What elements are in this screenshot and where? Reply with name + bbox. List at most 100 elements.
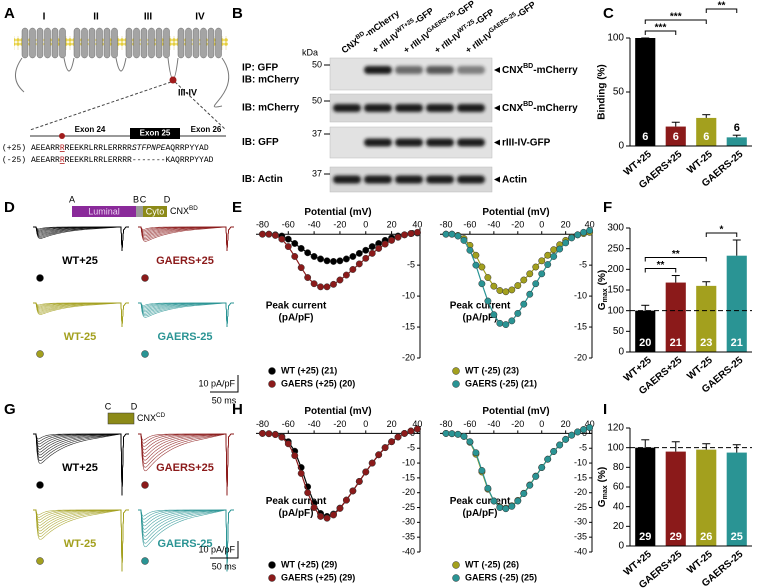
helix bbox=[96, 27, 103, 59]
y-tick-label: 60 bbox=[613, 482, 625, 493]
y-tick-label: -10 bbox=[574, 290, 587, 300]
data-point bbox=[336, 276, 344, 284]
data-point bbox=[317, 512, 325, 520]
y-axis-title: Gmax (%) bbox=[597, 467, 610, 507]
data-point bbox=[484, 274, 492, 281]
current-trace bbox=[33, 226, 129, 251]
band bbox=[395, 175, 423, 184]
x-axis-title: Potential (mV) bbox=[482, 207, 549, 218]
panel-label: I bbox=[603, 401, 607, 418]
current-trace bbox=[33, 433, 129, 496]
data-point bbox=[460, 432, 468, 440]
trace-marker bbox=[36, 557, 44, 565]
data-point bbox=[556, 245, 564, 253]
scale-bar bbox=[210, 541, 239, 559]
data-point bbox=[375, 244, 383, 252]
bar bbox=[665, 126, 686, 146]
helix bbox=[200, 27, 207, 59]
current-trace bbox=[33, 433, 129, 496]
data-point bbox=[317, 283, 325, 291]
y-tick-label: 0 bbox=[618, 141, 624, 152]
x-tick-label: -20 bbox=[511, 419, 524, 429]
y-tick-label: -30 bbox=[402, 517, 415, 527]
bar bbox=[635, 310, 656, 352]
current-trace bbox=[138, 302, 234, 327]
current-trace bbox=[138, 509, 234, 572]
data-point bbox=[284, 235, 292, 243]
band bbox=[333, 175, 361, 184]
data-point bbox=[442, 230, 450, 238]
c-terminus bbox=[213, 57, 230, 108]
data-point bbox=[323, 514, 331, 522]
helix bbox=[59, 27, 66, 59]
significance-label: *** bbox=[655, 23, 667, 34]
data-point bbox=[544, 251, 552, 259]
x-tick-label: 40 bbox=[412, 220, 422, 230]
band-label: rIII-IV-GFP bbox=[502, 137, 551, 148]
x-tick-label: 20 bbox=[561, 419, 571, 429]
panel-label: H bbox=[232, 401, 243, 418]
sequence-part: KAQRRPYYAD bbox=[165, 156, 213, 165]
y-tick-label: -20 bbox=[574, 487, 587, 497]
y-tick-label: -15 bbox=[574, 321, 587, 331]
significance-bracket bbox=[705, 8, 738, 13]
current-trace bbox=[33, 302, 129, 327]
significance-bracket bbox=[644, 257, 707, 262]
current-trace bbox=[33, 433, 129, 496]
panel-label: B bbox=[232, 5, 243, 22]
current-trace bbox=[33, 509, 129, 572]
current-trace bbox=[33, 302, 129, 327]
y-axis-title-part: (%) bbox=[597, 467, 608, 483]
data-point bbox=[538, 257, 546, 265]
x-tick-label: 0 bbox=[539, 419, 544, 429]
y-tick-label: -40 bbox=[402, 546, 415, 556]
x-tick-label: -80 bbox=[439, 220, 452, 230]
data-point bbox=[271, 431, 279, 439]
significance-bracket bbox=[705, 232, 738, 237]
data-point bbox=[342, 271, 350, 279]
data-point bbox=[550, 253, 558, 260]
data-point bbox=[330, 511, 337, 519]
y-axis-title: Peak current bbox=[266, 496, 327, 507]
band bbox=[457, 104, 485, 112]
current-trace bbox=[138, 302, 234, 327]
data-point bbox=[323, 257, 331, 265]
y-axis-title: (pA/pF) bbox=[463, 313, 498, 324]
x-tick-label: -40 bbox=[487, 220, 500, 230]
y-axis-title: (pA/pF) bbox=[279, 313, 314, 324]
bar bbox=[696, 449, 717, 546]
loop bbox=[63, 57, 75, 72]
band bbox=[364, 175, 392, 184]
trace-marker bbox=[36, 481, 44, 489]
data-point bbox=[349, 253, 357, 260]
sequence-part: STFPNPE bbox=[132, 144, 166, 153]
current-trace bbox=[33, 433, 129, 496]
current-trace bbox=[33, 509, 129, 572]
current-trace bbox=[138, 226, 234, 251]
legend-label: GAERS (-25) (25) bbox=[465, 572, 537, 582]
data-point bbox=[413, 425, 421, 433]
n-label: 26 bbox=[700, 531, 712, 543]
data-point bbox=[496, 319, 504, 327]
y-tick-label: -10 bbox=[402, 290, 415, 300]
bar bbox=[726, 255, 747, 352]
y-tick-label: -5 bbox=[407, 443, 415, 453]
trace-marker bbox=[36, 274, 44, 282]
band bbox=[426, 138, 454, 147]
data-point bbox=[562, 435, 570, 443]
band-label-part: Actin bbox=[502, 174, 527, 185]
data-point bbox=[278, 433, 286, 441]
data-point bbox=[490, 311, 498, 319]
loop bbox=[115, 57, 127, 72]
x-tick-label: 0 bbox=[363, 419, 368, 429]
band-label-part: CNX bbox=[502, 65, 523, 76]
panel-label: E bbox=[232, 199, 242, 216]
n-label: 21 bbox=[731, 337, 743, 349]
band-arrow bbox=[494, 105, 500, 111]
x-tick-label: -60 bbox=[282, 220, 295, 230]
helix bbox=[73, 27, 81, 59]
luminal-domain bbox=[72, 206, 136, 217]
helix bbox=[215, 27, 222, 59]
